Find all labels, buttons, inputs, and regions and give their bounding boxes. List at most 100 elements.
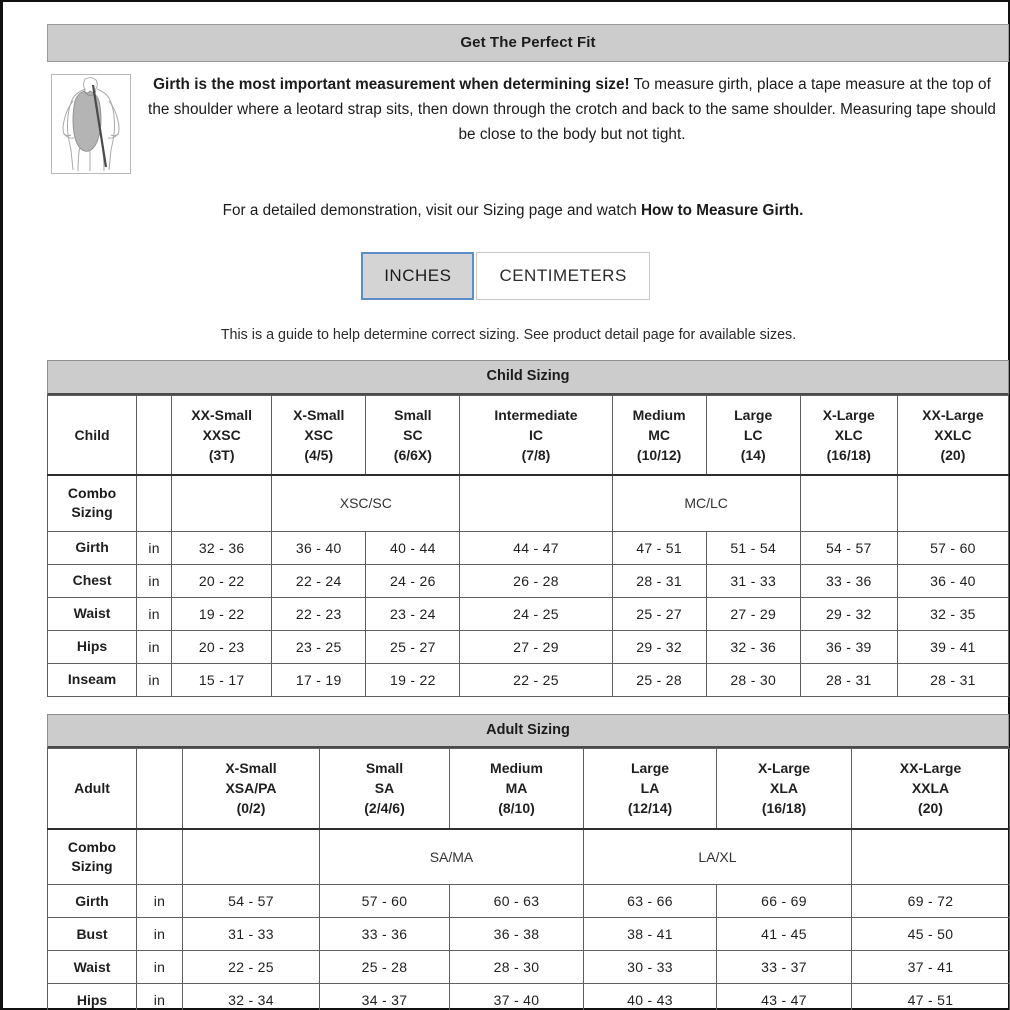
child-column-header-sc: Small SC (6/6X)	[365, 394, 461, 476]
child-measure-unit: in	[136, 629, 173, 664]
adult-combo-unit-cell	[136, 828, 183, 885]
adult-combo-cell	[182, 828, 320, 885]
adult-column-header-ma: Medium MA (8/10)	[449, 748, 584, 830]
child-column-code: SC	[403, 426, 423, 443]
child-unit-header	[136, 394, 173, 476]
perfect-fit-header: Get The Perfect Fit	[47, 24, 1009, 62]
perfect-fit-panel: Get The Perfect Fit	[47, 24, 1009, 223]
child-measure-value: 22 - 23	[271, 596, 367, 631]
centimeters-button[interactable]: CENTIMETERS	[476, 252, 650, 300]
adult-sizing-table: Adult X-Small XSA/PA (0/2) Small SA (2/4/6) Med…	[47, 748, 1010, 1010]
child-measure-value: 47 - 51	[611, 530, 707, 565]
adult-measure-value: 37 - 41	[851, 950, 1010, 984]
child-measure-value: 17 - 19	[271, 662, 367, 697]
child-row-chest: Chest in 20 - 22 22 - 24 24 - 26 26 - 28 28 - …	[46, 563, 1010, 598]
leotard-girth-measure-illustration	[51, 74, 131, 174]
unit-toggle-group[interactable]: INCHES CENTIMETERS	[47, 252, 1004, 300]
child-measure-value: 25 - 27	[365, 629, 461, 664]
child-measure-value: 19 - 22	[365, 662, 461, 697]
child-measure-value: 27 - 29	[705, 596, 801, 631]
child-column-size: Intermediate	[494, 406, 578, 423]
child-measure-value: 27 - 29	[459, 629, 613, 664]
child-measure-label: Waist	[46, 596, 138, 631]
adult-measure-unit: in	[136, 950, 183, 984]
child-measure-value: 24 - 26	[365, 563, 461, 598]
child-measure-label: Chest	[46, 563, 138, 598]
child-row-inseam: Inseam in 15 - 17 17 - 19 19 - 22 22 - 25 25 -…	[46, 662, 1010, 697]
adult-column-code: XSA/PA	[225, 780, 277, 797]
adult-group-label: Adult	[47, 748, 137, 830]
adult-row-girth: Girth in 54 - 57 57 - 60 60 - 63 63 - 66 66 - …	[47, 884, 1010, 918]
adult-row-waist: Waist in 22 - 25 25 - 28 28 - 30 30 - 33 33 - …	[47, 950, 1010, 984]
child-measure-value: 29 - 32	[611, 629, 707, 664]
child-measure-value: 19 - 22	[171, 596, 273, 631]
adult-column-code: LA	[640, 780, 660, 797]
girth-emphasis-text: Girth is the most important measurement …	[153, 76, 630, 93]
child-measure-value: 28 - 31	[611, 563, 707, 598]
adult-measure-value: 54 - 57	[182, 884, 320, 918]
guide-note: This is a guide to help determine correc…	[220, 327, 797, 343]
child-combo-cell	[896, 474, 1010, 532]
how-to-measure-girth-link[interactable]: How to Measure Girth.	[641, 202, 804, 219]
adult-measure-value: 33 - 36	[319, 917, 450, 951]
adult-measure-value: 37 - 40	[449, 983, 584, 1010]
child-measure-value: 31 - 33	[705, 563, 801, 598]
adult-unit-header	[136, 748, 183, 830]
adult-header-row: Adult X-Small XSA/PA (0/2) Small SA (2/4/6) Med…	[47, 748, 1010, 830]
child-measure-value: 51 - 54	[705, 530, 801, 565]
adult-column-header-la: Large LA (12/14)	[583, 748, 717, 830]
child-measure-value: 22 - 24	[271, 563, 367, 598]
child-measure-unit: in	[136, 662, 173, 697]
child-column-code: XXSC	[202, 426, 241, 443]
adult-sizing-title: Adult Sizing	[47, 713, 1009, 748]
adult-combo-cell	[851, 828, 1010, 885]
perfect-fit-body: Girth is the most important measurement …	[47, 62, 1009, 174]
child-measure-unit: in	[136, 530, 173, 565]
child-column-header-xxsc: XX-Small XXSC (3T)	[171, 394, 273, 476]
adult-measure-value: 41 - 45	[716, 917, 852, 951]
child-measure-unit: in	[136, 596, 173, 631]
adult-column-size: X-Large	[757, 760, 811, 777]
child-column-size: XX-Small	[191, 406, 252, 423]
adult-column-header-sa: Small SA (2/4/6)	[319, 748, 450, 830]
child-column-ages: (10/12)	[636, 446, 682, 463]
child-measure-value: 22 - 25	[459, 662, 613, 697]
adult-measure-value: 63 - 66	[583, 884, 717, 918]
adult-measure-value: 38 - 41	[583, 917, 717, 951]
inches-button[interactable]: INCHES	[361, 252, 475, 300]
child-measure-value: 36 - 40	[896, 563, 1010, 598]
adult-column-ages: (0/2)	[236, 800, 266, 817]
child-measure-value: 23 - 25	[271, 629, 367, 664]
adult-column-header-xla: X-Large XLA (16/18)	[716, 748, 852, 830]
adult-column-size: Small	[365, 760, 404, 777]
child-measure-value: 39 - 41	[896, 629, 1010, 664]
adult-column-code: XXLA	[911, 780, 950, 797]
adult-measure-value: 28 - 30	[449, 950, 584, 984]
adult-measure-value: 30 - 33	[583, 950, 717, 984]
child-combo-cell	[459, 474, 613, 532]
child-combo-label: Combo Sizing	[46, 474, 138, 532]
child-measure-unit: in	[136, 563, 173, 598]
child-measure-value: 54 - 57	[799, 530, 898, 565]
child-column-header-ic: Intermediate IC (7/8)	[459, 394, 613, 476]
child-measure-value: 15 - 17	[171, 662, 273, 697]
child-column-ages: (3T)	[208, 446, 235, 463]
adult-measure-value: 57 - 60	[319, 884, 450, 918]
child-column-code: MC	[648, 426, 670, 443]
detail-demonstration-line: For a detailed demonstration, visit our …	[47, 198, 1009, 223]
adult-column-size: Large	[630, 760, 670, 777]
child-combo-cell	[799, 474, 898, 532]
adult-measure-unit: in	[136, 917, 183, 951]
child-column-header-mc: Medium MC (10/12)	[611, 394, 707, 476]
adult-measure-value: 66 - 69	[716, 884, 852, 918]
child-column-ages: (4/5)	[304, 446, 334, 463]
child-column-code: XXLC	[934, 426, 972, 443]
child-measure-value: 25 - 27	[611, 596, 707, 631]
child-column-ages: (6/6X)	[393, 446, 432, 463]
child-combo-cell	[171, 474, 273, 532]
child-measure-value: 28 - 31	[896, 662, 1010, 697]
child-column-code: LC	[743, 426, 763, 443]
adult-column-ages: (8/10)	[498, 800, 535, 817]
child-measure-value: 28 - 30	[705, 662, 801, 697]
